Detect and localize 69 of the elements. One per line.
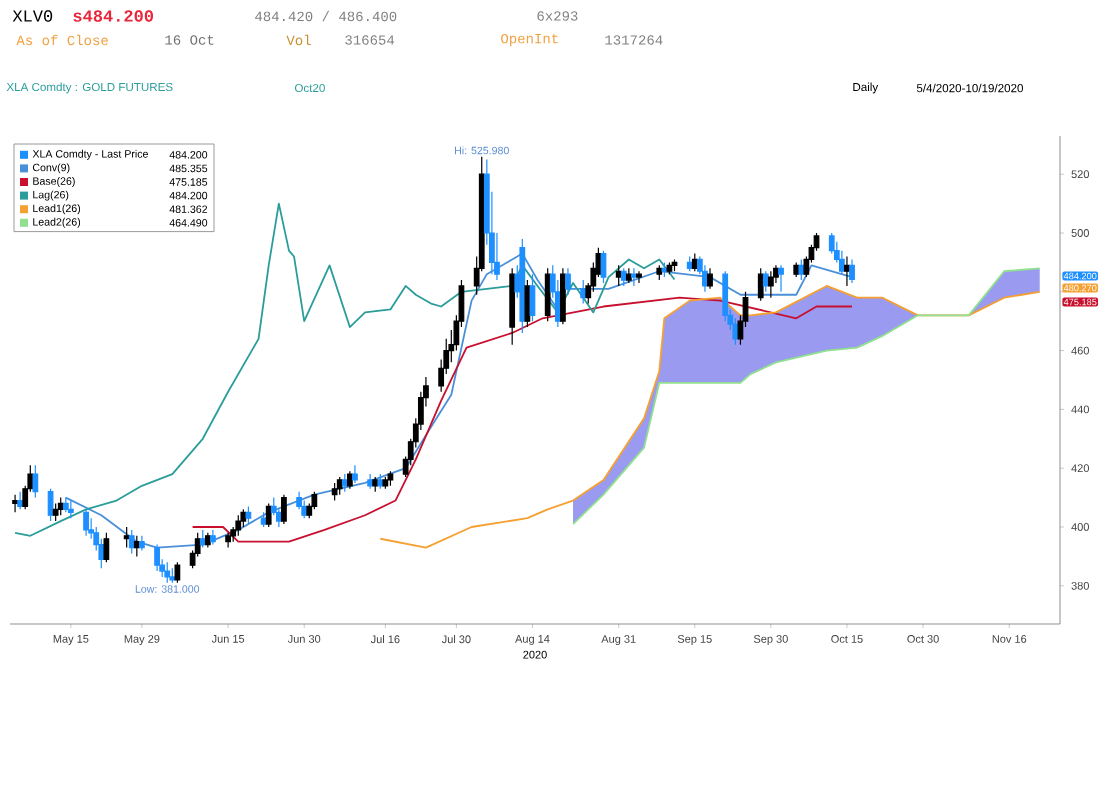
text: s484.200 xyxy=(73,10,154,22)
candlestick xyxy=(32,464,39,499)
candlestick xyxy=(671,258,678,272)
candlestick xyxy=(625,267,632,284)
candlestick xyxy=(67,499,74,519)
candlestick xyxy=(560,267,566,325)
candlestick xyxy=(372,476,379,493)
candlestick xyxy=(839,250,845,275)
candlestick xyxy=(509,267,516,346)
candlestick xyxy=(732,317,739,346)
candlestick xyxy=(615,264,622,287)
candlestick xyxy=(199,529,206,549)
candlestick xyxy=(245,505,252,525)
candlestick xyxy=(52,502,59,522)
candlestick xyxy=(210,529,216,546)
candlestick xyxy=(767,270,774,299)
text: XLV0 xyxy=(12,10,53,22)
candlestick xyxy=(341,473,348,493)
candlestick xyxy=(128,529,135,555)
candlestick xyxy=(387,470,394,487)
candlestick xyxy=(656,264,663,281)
candlestick xyxy=(296,491,303,510)
candlestick xyxy=(83,508,89,537)
candlestick xyxy=(169,567,176,584)
candlestick xyxy=(631,267,637,287)
candlestick xyxy=(580,279,587,305)
candlestick xyxy=(524,279,531,328)
candlestick xyxy=(265,502,272,528)
candlestick xyxy=(367,473,374,490)
candlestick xyxy=(281,494,287,525)
line-series xyxy=(14,202,676,537)
candlestick xyxy=(164,561,171,584)
candlestick xyxy=(849,258,855,284)
candlestick xyxy=(352,464,358,484)
candlestick xyxy=(844,255,850,287)
candlestick xyxy=(666,261,673,275)
candlestick xyxy=(17,491,24,510)
line-series xyxy=(191,296,853,543)
candlestick xyxy=(139,535,145,552)
candlestick xyxy=(331,482,338,502)
candlestick xyxy=(707,267,713,290)
candlestick xyxy=(636,270,642,284)
candlestick xyxy=(336,476,343,496)
candlestick xyxy=(620,267,627,287)
candlestick xyxy=(154,544,160,572)
candlestick xyxy=(240,508,247,528)
candlestick xyxy=(661,261,668,278)
candlestick xyxy=(828,232,835,255)
candlestick xyxy=(260,511,267,528)
candlestick xyxy=(123,526,130,549)
candlestick xyxy=(133,535,140,557)
candlestick xyxy=(382,476,389,490)
candlestick xyxy=(174,561,181,584)
candlestick xyxy=(565,267,571,296)
candlestick xyxy=(311,491,318,510)
line-series xyxy=(64,252,853,549)
candlestick xyxy=(225,532,231,549)
candlestick xyxy=(377,473,384,490)
line-series xyxy=(379,285,1041,549)
candlestick xyxy=(57,496,64,516)
candlestick xyxy=(62,496,69,513)
candlestick xyxy=(702,264,708,293)
candlestick xyxy=(235,514,242,537)
candlestick xyxy=(778,264,784,293)
candlestick xyxy=(12,494,18,513)
candlestick xyxy=(47,488,54,522)
candlestick xyxy=(103,532,110,563)
candlestick xyxy=(722,270,729,322)
candlestick xyxy=(346,470,353,490)
